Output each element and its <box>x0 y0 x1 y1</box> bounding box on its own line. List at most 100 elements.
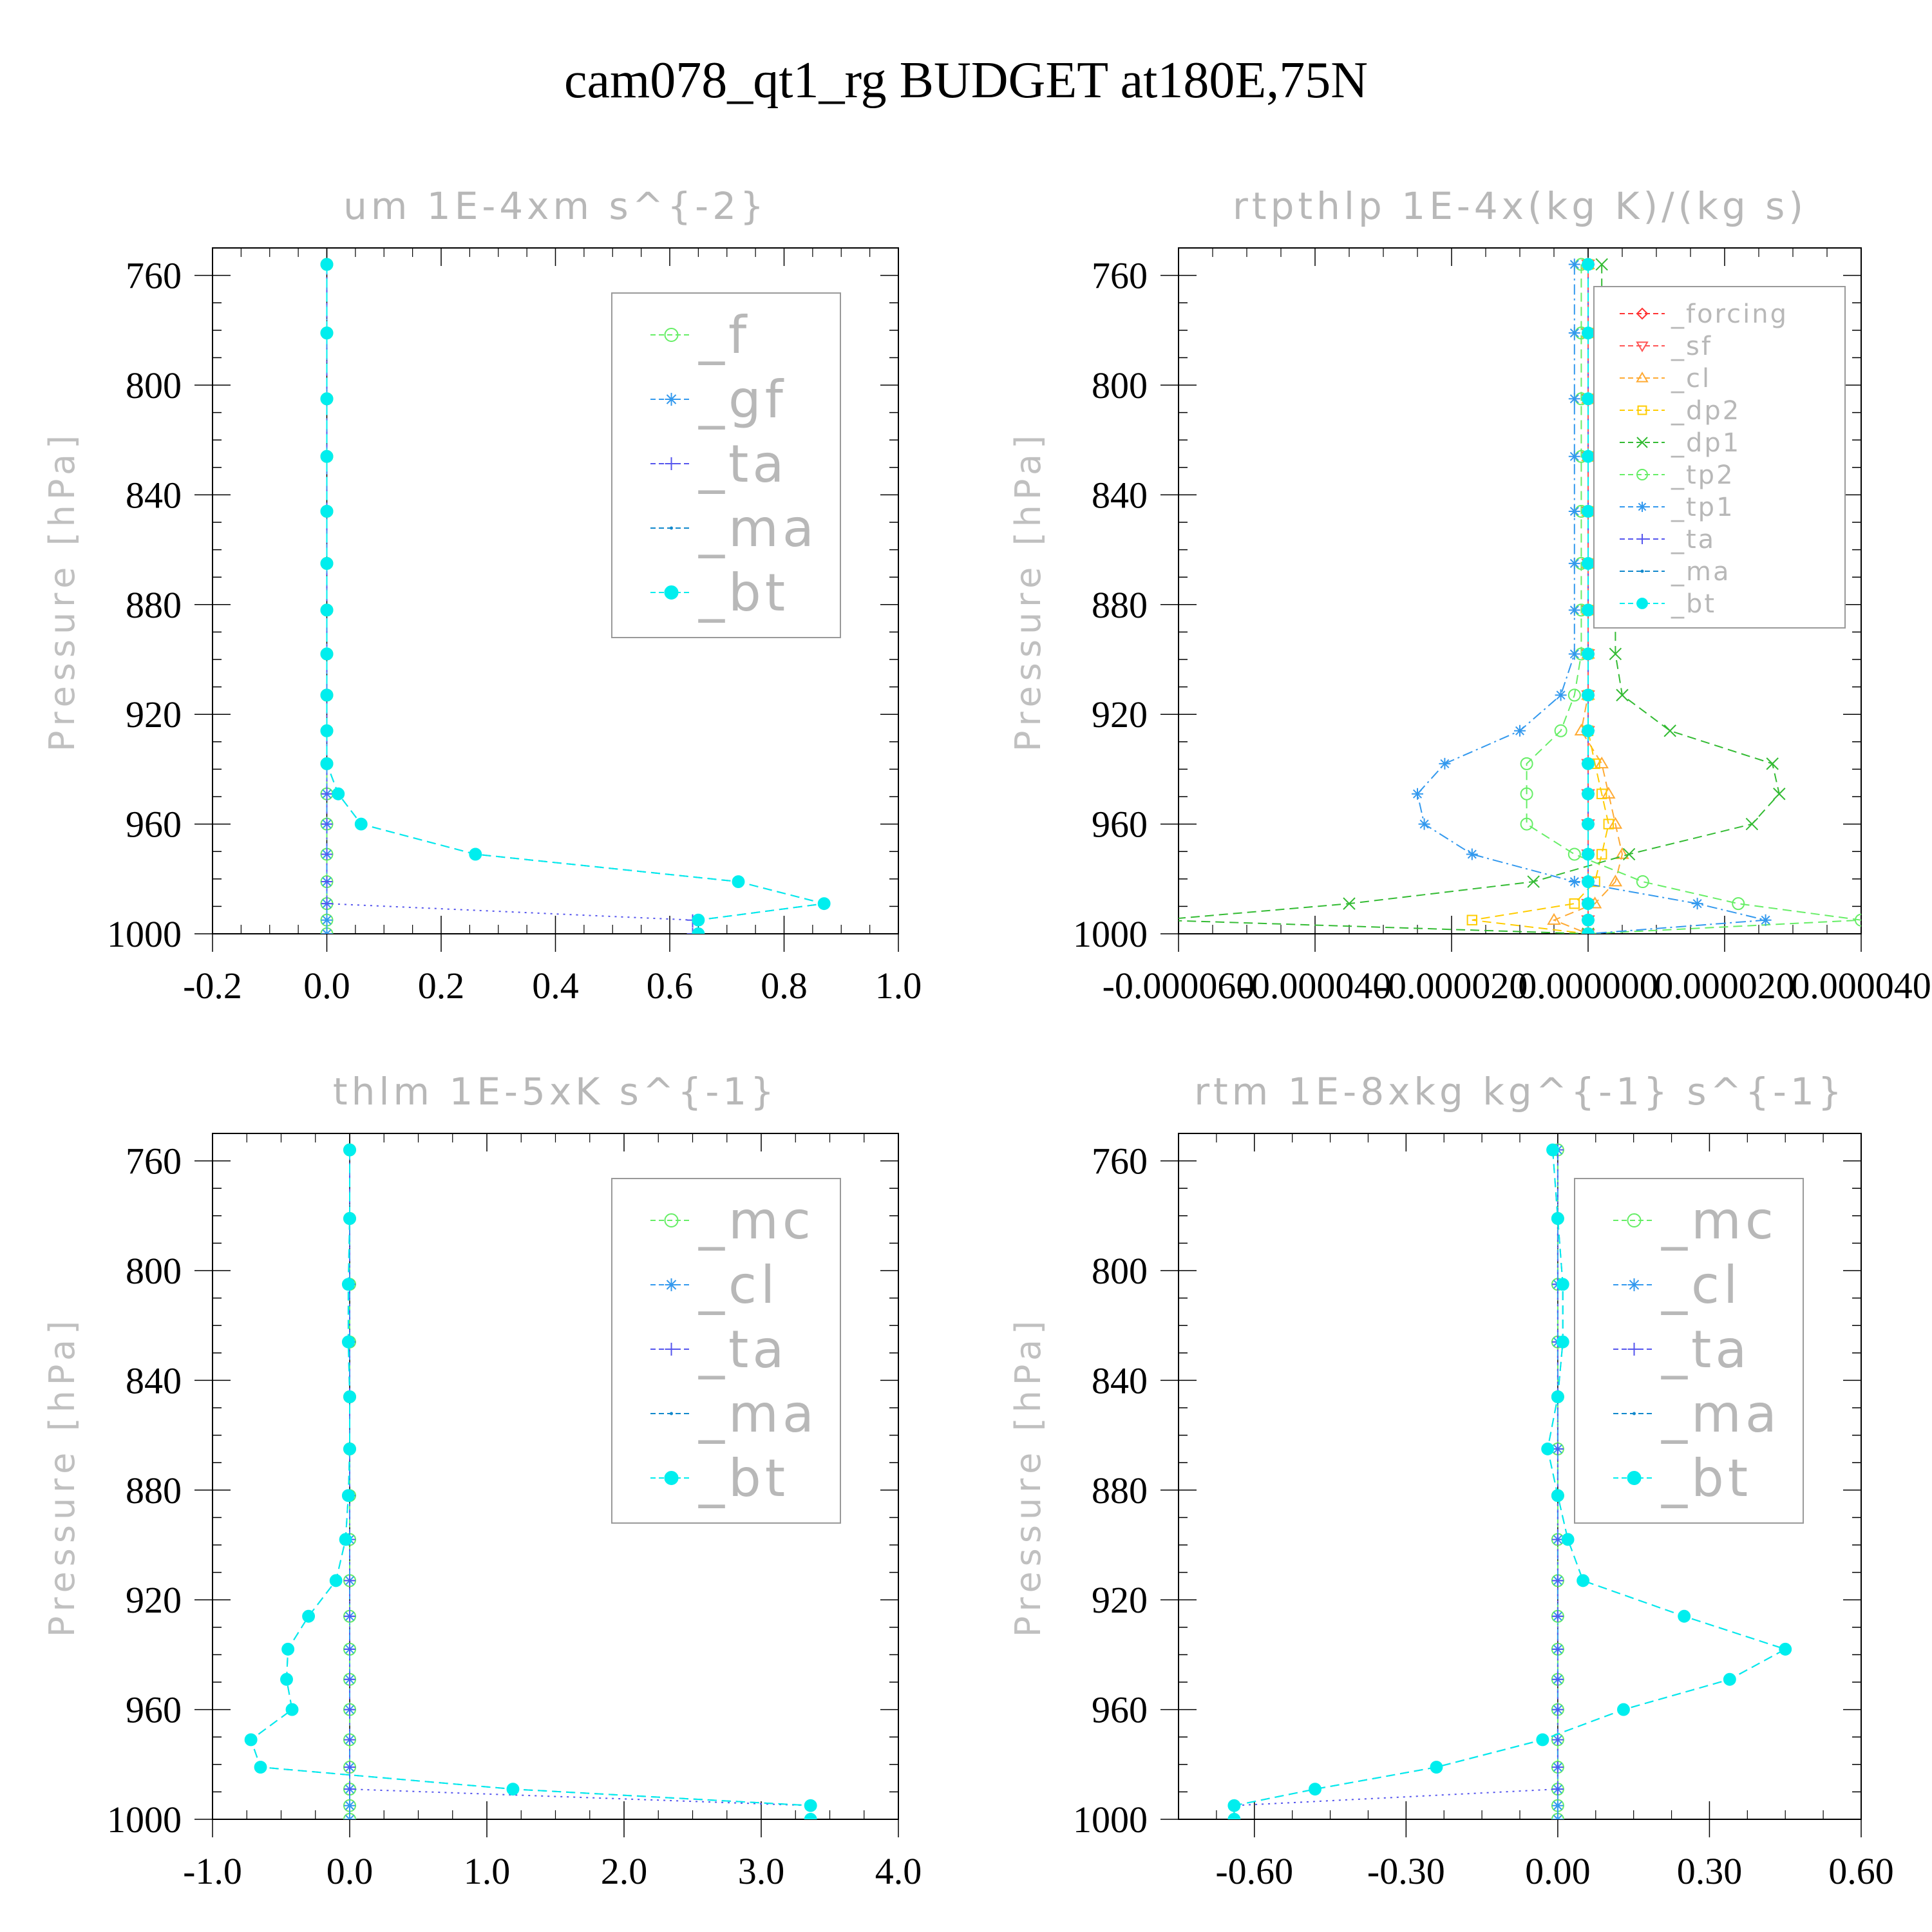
data-point-bt <box>692 913 705 927</box>
y-axis-label: Pressure [hPa] <box>1008 1316 1048 1637</box>
data-point-bt <box>817 897 831 911</box>
panel-title: um 1E-4xm s^{-2} <box>343 184 768 228</box>
data-point-bt <box>1582 897 1595 911</box>
data-point-dp1 <box>1622 848 1636 861</box>
y-tick-label: 760 <box>126 255 182 297</box>
data-point-bt <box>1556 1335 1569 1349</box>
x-tick-label: 1.0 <box>464 1850 511 1892</box>
legend-box <box>1593 286 1846 629</box>
data-point-tp2 <box>1520 817 1533 831</box>
data-point-bt <box>1561 1533 1575 1546</box>
legend-marker <box>665 393 678 406</box>
legend-marker <box>664 1471 679 1485</box>
data-point-bt <box>1541 1442 1555 1455</box>
x-tick-label: 0.4 <box>532 965 579 1007</box>
y-tick-label: 880 <box>1092 1470 1148 1511</box>
data-point-ta <box>344 1734 355 1746</box>
data-point-ta <box>344 1643 355 1655</box>
x-tick-label: -1.0 <box>183 1850 242 1892</box>
data-point-bt <box>343 1143 356 1157</box>
data-point-bt <box>1577 1574 1590 1587</box>
legend-marker <box>1636 372 1649 383</box>
y-tick-label: 960 <box>1092 804 1148 846</box>
data-point-bt <box>339 1533 352 1546</box>
data-point-tp1 <box>1568 393 1580 405</box>
y-tick-label: 1000 <box>1073 1799 1148 1841</box>
data-point-bt <box>280 1672 293 1686</box>
data-point-bt <box>341 1489 355 1502</box>
data-point-tp2 <box>1520 787 1533 800</box>
legend-marker <box>664 1213 679 1227</box>
data-point-bt <box>732 875 745 889</box>
x-tick-label: 2.0 <box>601 1850 648 1892</box>
legend-label-ma: _ma <box>1661 1384 1781 1444</box>
legend-marker <box>665 1278 678 1291</box>
data-point-bt <box>1536 1733 1549 1747</box>
legend-label-mc: _mc <box>698 1191 815 1251</box>
data-point-bt <box>320 757 334 770</box>
y-tick-label: 1000 <box>107 913 182 955</box>
x-tick-label: 1.0 <box>875 965 922 1007</box>
legend-label-sf: _sf <box>1671 332 1712 361</box>
legend-marker <box>670 1412 673 1416</box>
legend-label-cl: _cl <box>1661 1255 1741 1315</box>
data-point-tp2 <box>1554 724 1567 737</box>
x-tick-label: 0.000020 <box>1654 965 1795 1007</box>
data-point-bt <box>341 1278 355 1291</box>
x-tick-label: 0.8 <box>761 965 808 1007</box>
data-point-bt <box>254 1761 267 1774</box>
data-point-bt <box>1582 647 1595 661</box>
data-point-ta <box>344 1610 355 1622</box>
data-point-dp1 <box>1609 647 1622 661</box>
x-tick-label: 0.6 <box>647 965 694 1007</box>
y-tick-label: 800 <box>126 1250 182 1292</box>
data-point-ta <box>1551 1673 1564 1685</box>
chart-panel-2: rtpthlp 1E-4x(kg K)/(kg s) Pressure [hPa]… <box>1008 184 1931 1007</box>
data-point-bt <box>804 1813 817 1819</box>
legend-box <box>611 1178 841 1524</box>
legend-label-mc: _mc <box>1661 1191 1777 1251</box>
y-tick-label: 840 <box>1092 1359 1148 1401</box>
y-tick-label: 920 <box>126 694 182 735</box>
data-point-bt <box>692 927 705 934</box>
chart-panel-4: rtm 1E-8xkg kg^{-1} s^{-1} Pressure [hPa]… <box>1008 1070 1894 1892</box>
data-point-bt <box>1582 450 1595 463</box>
legend-label-tp2: _tp2 <box>1671 460 1735 490</box>
data-point-bt <box>1309 1783 1321 1796</box>
data-point-tp1 <box>1568 505 1580 517</box>
data-point-bt <box>1430 1761 1443 1774</box>
data-point-ta <box>344 1703 355 1716</box>
y-tick-label: 960 <box>126 804 182 846</box>
series-line-tp1 <box>1416 264 1766 934</box>
y-tick-label: 840 <box>1092 474 1148 516</box>
legend-label-bt: _bt <box>1671 589 1716 619</box>
data-point-bt <box>302 1609 316 1623</box>
data-point-bt <box>1678 1609 1691 1623</box>
panel-title: rtpthlp 1E-4x(kg K)/(kg s) <box>1233 184 1807 228</box>
legend-label-forcing: _forcing <box>1671 299 1788 329</box>
data-point-ta <box>1551 1761 1564 1774</box>
data-point-bt <box>320 327 334 340</box>
data-point-dp1 <box>1663 724 1676 737</box>
data-point-bt <box>1551 1390 1564 1403</box>
data-point-ta <box>321 818 333 830</box>
data-point-ta <box>1551 1643 1564 1655</box>
series-line-dp1 <box>1179 264 1780 934</box>
data-point-ta <box>321 876 333 888</box>
y-tick-label: 760 <box>1092 1141 1148 1182</box>
data-point-bt <box>1582 757 1595 770</box>
legend-marker <box>1637 405 1647 415</box>
data-point-ta <box>344 1575 355 1587</box>
data-point-bt <box>1227 1799 1241 1812</box>
series-line-ta <box>1233 1150 1558 1819</box>
x-tick-label: 0.60 <box>1828 1850 1894 1892</box>
legend-marker <box>1637 534 1647 544</box>
data-point-ta <box>321 848 333 860</box>
data-point-tp1 <box>1568 327 1580 339</box>
series-group <box>1179 257 1861 934</box>
legend-label-dp1: _dp1 <box>1671 428 1741 458</box>
data-point-bt <box>343 1390 356 1403</box>
legend-label-cl: _cl <box>1671 364 1711 393</box>
data-point-tp2 <box>1520 757 1533 770</box>
data-point-bt <box>1582 258 1595 271</box>
